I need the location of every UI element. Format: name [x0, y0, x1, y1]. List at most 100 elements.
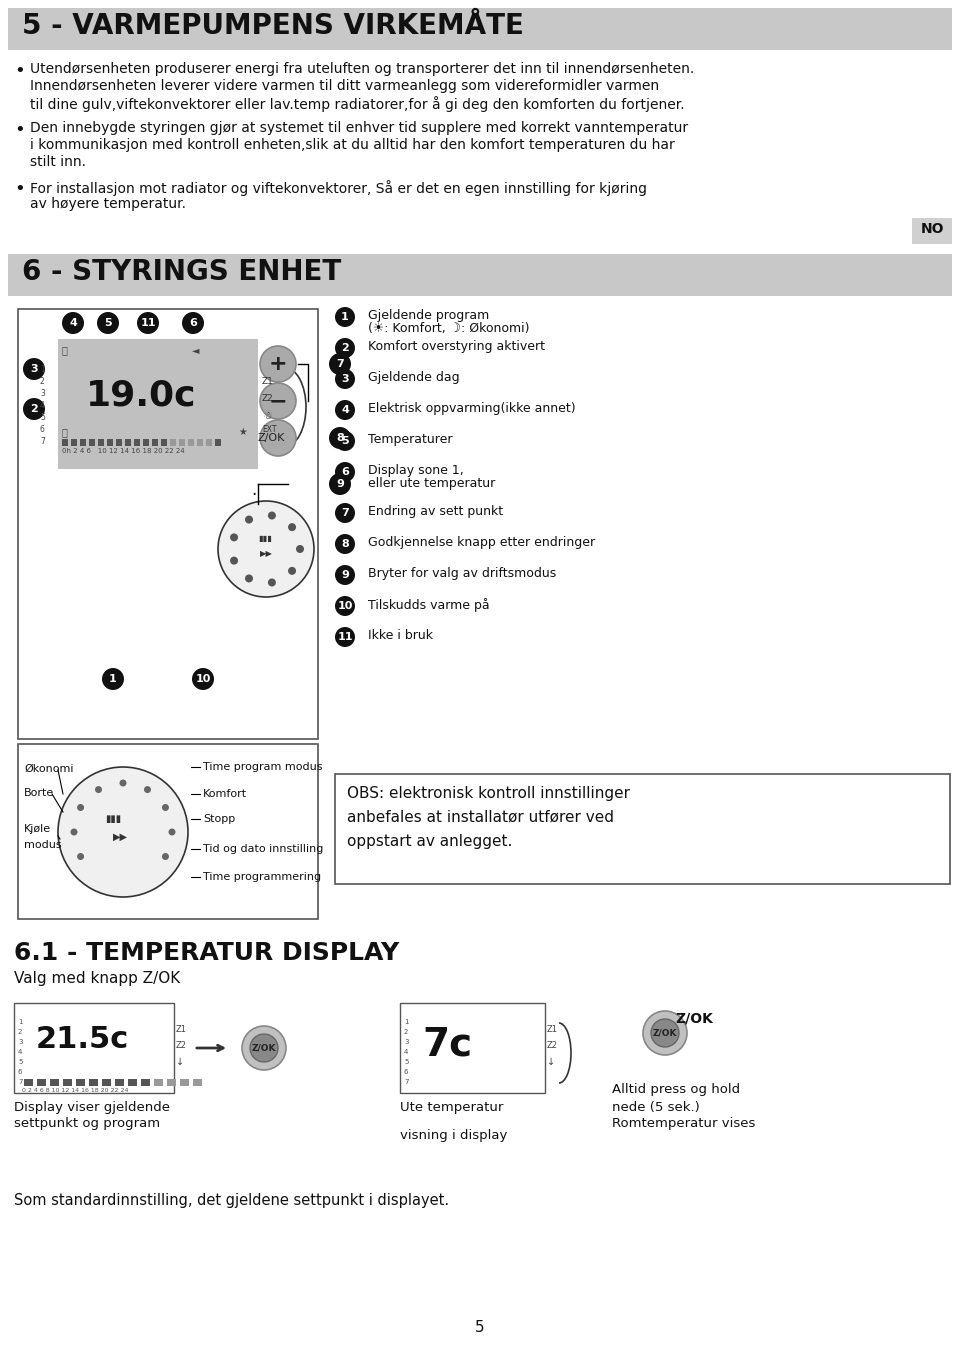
Text: Z2: Z2	[176, 1041, 187, 1050]
Circle shape	[335, 462, 355, 483]
Text: ↓: ↓	[176, 1057, 184, 1068]
Text: 11: 11	[337, 632, 352, 642]
Circle shape	[95, 786, 102, 793]
Text: Utendørsenheten produserer energi fra uteluften og transporterer det inn til inn: Utendørsenheten produserer energi fra ut…	[30, 62, 694, 75]
Text: 7: 7	[336, 359, 344, 369]
Text: Kjøle: Kjøle	[24, 824, 51, 834]
Text: 6: 6	[341, 466, 348, 477]
Circle shape	[329, 353, 351, 375]
Text: Ute temperatur: Ute temperatur	[400, 1101, 503, 1113]
Text: 4: 4	[404, 1049, 408, 1055]
Text: Valg med knapp Z/OK: Valg med knapp Z/OK	[14, 971, 180, 985]
Bar	[115, 1078, 124, 1086]
Circle shape	[329, 427, 351, 449]
Bar	[58, 338, 258, 469]
Circle shape	[288, 523, 296, 531]
Text: Z1: Z1	[262, 377, 274, 386]
Circle shape	[260, 346, 296, 381]
Text: Elektrisk oppvarming(ikke annet): Elektrisk oppvarming(ikke annet)	[368, 402, 576, 415]
Bar	[167, 1078, 176, 1086]
Bar	[180, 1078, 189, 1086]
Text: 21.5c: 21.5c	[36, 1024, 130, 1054]
Text: Som standardinnstilling, det gjeldene settpunkt i displayet.: Som standardinnstilling, det gjeldene se…	[14, 1193, 449, 1208]
Text: ▮▮▮: ▮▮▮	[105, 814, 121, 824]
Text: 1: 1	[341, 311, 348, 322]
Text: 6: 6	[189, 318, 197, 328]
Text: i kommunikasjon med kontroll enheten,slik at du alltid har den komfort temperatu: i kommunikasjon med kontroll enheten,sli…	[30, 137, 675, 152]
Bar	[179, 439, 185, 446]
Circle shape	[651, 1019, 679, 1047]
Text: Display viser gjeldende: Display viser gjeldende	[14, 1101, 170, 1113]
Text: ▮▮▮: ▮▮▮	[258, 535, 272, 543]
Bar	[152, 439, 158, 446]
Bar	[89, 1078, 98, 1086]
Bar	[98, 439, 104, 446]
Circle shape	[260, 383, 296, 419]
Text: 8: 8	[336, 433, 344, 443]
Text: •: •	[14, 181, 25, 198]
Text: Temperaturer: Temperaturer	[368, 433, 452, 446]
Circle shape	[77, 853, 84, 860]
Bar	[193, 1078, 202, 1086]
Text: 9: 9	[341, 570, 348, 580]
Text: 1: 1	[404, 1019, 409, 1024]
Bar	[154, 1078, 163, 1086]
Bar	[18, 309, 318, 739]
Bar	[134, 439, 140, 446]
Text: Ⓕ: Ⓕ	[62, 345, 68, 355]
Text: 10: 10	[337, 601, 352, 611]
Text: 6.1 - TEMPERATUR DISPLAY: 6.1 - TEMPERATUR DISPLAY	[14, 941, 399, 965]
Text: ☃: ☃	[262, 411, 272, 421]
Circle shape	[268, 578, 276, 586]
Circle shape	[335, 534, 355, 554]
Text: Z/OK: Z/OK	[252, 1043, 276, 1053]
Text: −: −	[269, 391, 287, 411]
Text: EXT: EXT	[262, 425, 276, 434]
Circle shape	[70, 829, 78, 836]
Text: 19.0c: 19.0c	[86, 379, 197, 412]
Text: Z/OK: Z/OK	[675, 1011, 713, 1024]
Bar	[912, 218, 952, 244]
Bar	[50, 1078, 59, 1086]
Text: 0h 2 4 6   10 12 14 16 18 20 22 24: 0h 2 4 6 10 12 14 16 18 20 22 24	[62, 448, 184, 454]
Text: Time programmering: Time programmering	[203, 872, 322, 882]
Circle shape	[335, 400, 355, 421]
Circle shape	[119, 779, 127, 786]
Bar	[206, 439, 212, 446]
Bar	[335, 774, 950, 884]
Text: Ikke i bruk: Ikke i bruk	[368, 630, 433, 642]
Text: 6 - STYRINGS ENHET: 6 - STYRINGS ENHET	[22, 257, 341, 286]
Text: ★: ★	[238, 427, 247, 437]
Text: 3: 3	[18, 1039, 22, 1045]
Bar	[80, 439, 86, 446]
Text: .: .	[252, 481, 256, 499]
Text: 2: 2	[18, 1029, 22, 1035]
Bar	[197, 439, 203, 446]
Text: Gjeldende program: Gjeldende program	[368, 309, 490, 322]
Text: Endring av sett punkt: Endring av sett punkt	[368, 506, 503, 518]
Text: anbefales at installatør utfører ved: anbefales at installatør utfører ved	[347, 810, 614, 825]
Circle shape	[162, 803, 169, 811]
Bar	[400, 1003, 545, 1093]
Text: oppstart av anlegget.: oppstart av anlegget.	[347, 834, 513, 849]
Bar	[206, 439, 212, 446]
Bar	[37, 1078, 46, 1086]
Text: ▶▶: ▶▶	[260, 550, 273, 558]
Circle shape	[192, 669, 214, 690]
Circle shape	[182, 311, 204, 334]
Circle shape	[97, 311, 119, 334]
Bar	[107, 439, 113, 446]
Bar	[63, 1078, 72, 1086]
Bar	[128, 1078, 137, 1086]
Bar	[141, 1078, 150, 1086]
Circle shape	[335, 338, 355, 359]
Text: Time program modus: Time program modus	[203, 762, 323, 772]
Bar	[170, 439, 176, 446]
Text: 5: 5	[40, 412, 45, 422]
Text: 6: 6	[40, 425, 45, 434]
Circle shape	[102, 669, 124, 690]
Text: Z1: Z1	[176, 1024, 187, 1034]
Text: 1: 1	[109, 674, 117, 683]
Circle shape	[169, 829, 176, 836]
Text: 5: 5	[341, 435, 348, 446]
